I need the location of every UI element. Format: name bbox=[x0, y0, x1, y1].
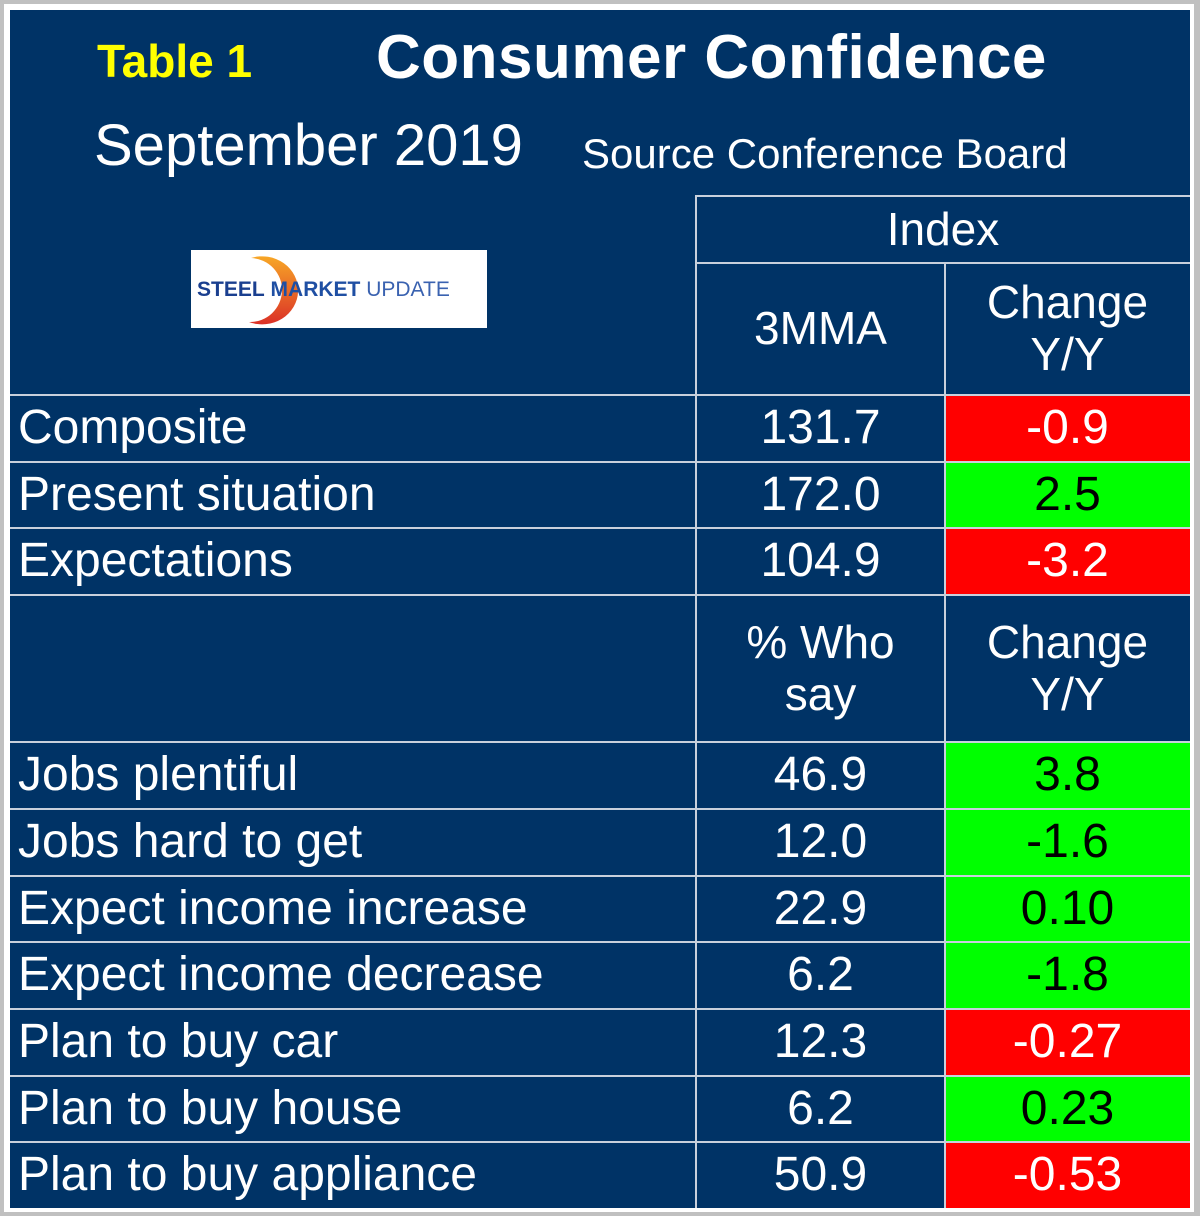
steel-market-update-logo: STEEL MARKET UPDATE bbox=[191, 250, 487, 328]
row-change-badge: -0.27 bbox=[945, 1010, 1190, 1075]
logo-text: STEEL MARKET UPDATE bbox=[197, 278, 450, 302]
row-change-badge: -1.6 bbox=[945, 810, 1190, 875]
row-value: 50.9 bbox=[773, 1148, 868, 1202]
grid-hline bbox=[10, 875, 1190, 877]
row-value: 12.0 bbox=[773, 815, 868, 869]
index-group-header: Index bbox=[886, 202, 1000, 255]
row-label: Plan to buy car bbox=[18, 1015, 339, 1069]
grid-hline bbox=[10, 1141, 1190, 1143]
grid-vline bbox=[695, 195, 697, 1208]
row-value: 6.2 bbox=[787, 1082, 854, 1136]
logo-swoosh-icon bbox=[249, 256, 299, 325]
row-label: Present situation bbox=[18, 468, 376, 522]
grid-vline bbox=[944, 262, 946, 1208]
row-value: 104.9 bbox=[760, 534, 881, 588]
col-header-who-say: % Who say bbox=[746, 615, 895, 720]
row-label: Plan to buy appliance bbox=[18, 1148, 477, 1202]
row-change-badge: -3.2 bbox=[945, 529, 1190, 594]
row-value: 12.3 bbox=[773, 1015, 868, 1069]
col-header-3mma: 3MMA bbox=[754, 302, 887, 355]
grid-hline bbox=[10, 394, 1190, 396]
logo-word-steel: STEEL bbox=[197, 278, 265, 301]
row-change-badge: -0.9 bbox=[945, 396, 1190, 461]
grid-hline bbox=[10, 1008, 1190, 1010]
grid-hline bbox=[10, 527, 1190, 529]
row-label: Plan to buy house bbox=[18, 1082, 403, 1136]
grid-hline bbox=[10, 461, 1190, 463]
col-header-change-index: Change Y/Y bbox=[986, 276, 1149, 380]
row-label: Expect income increase bbox=[18, 882, 528, 936]
row-value: 6.2 bbox=[787, 948, 854, 1002]
row-value: 131.7 bbox=[760, 401, 881, 455]
row-value: 22.9 bbox=[773, 882, 868, 936]
row-change-badge: -0.53 bbox=[945, 1143, 1190, 1208]
row-change-badge: -1.8 bbox=[945, 943, 1190, 1008]
row-label: Expectations bbox=[18, 534, 293, 588]
row-change-badge: 2.5 bbox=[945, 463, 1190, 528]
col-header-change-survey: Change Y/Y bbox=[986, 615, 1149, 720]
logo-word-market: MARKET bbox=[270, 278, 361, 301]
grid-hline bbox=[10, 808, 1190, 810]
grid-hline bbox=[10, 941, 1190, 943]
row-value: 46.9 bbox=[773, 748, 868, 802]
period-label: September 2019 bbox=[94, 113, 523, 178]
grid-hline bbox=[10, 594, 1190, 596]
row-change-badge: 0.23 bbox=[945, 1077, 1190, 1142]
row-label: Composite bbox=[18, 401, 248, 455]
table-tag: Table 1 bbox=[97, 35, 253, 87]
row-change-badge: 3.8 bbox=[945, 743, 1190, 808]
grid-hline bbox=[696, 195, 1190, 197]
row-value: 172.0 bbox=[760, 468, 881, 522]
grid-hline bbox=[10, 1075, 1190, 1077]
logo-word-update: UPDATE bbox=[366, 278, 450, 301]
grid-hline bbox=[10, 741, 1190, 743]
grid-hline bbox=[696, 262, 1190, 264]
source-label: Source Conference Board bbox=[582, 130, 1068, 177]
row-label: Jobs plentiful bbox=[18, 748, 299, 802]
row-label: Jobs hard to get bbox=[18, 815, 363, 869]
row-change-badge: 0.10 bbox=[945, 877, 1190, 942]
page-title: Consumer Confidence bbox=[376, 23, 1047, 92]
row-label: Expect income decrease bbox=[18, 948, 544, 1002]
